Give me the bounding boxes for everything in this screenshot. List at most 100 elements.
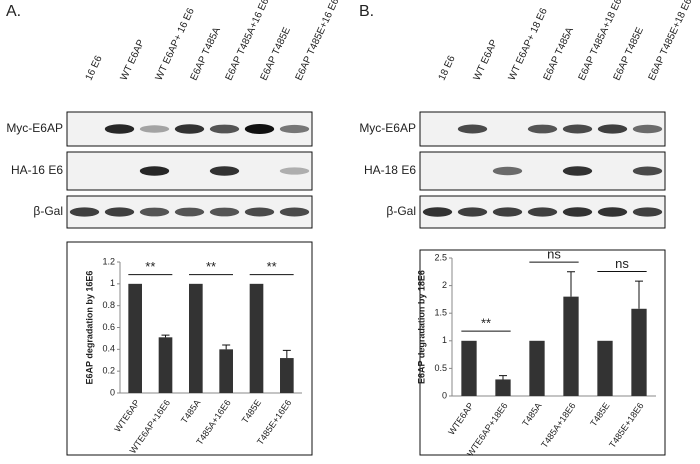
lane-label: E6AP T485A — [542, 25, 576, 82]
y-tick-label: 0.8 — [102, 300, 115, 310]
blot-band — [422, 207, 453, 217]
y-tick-label: 1.2 — [102, 256, 115, 266]
blot-label: Myc-E6AP — [359, 121, 416, 135]
x-tick-label: WTE6AP — [446, 401, 475, 437]
blot-label: β-Gal — [386, 204, 416, 218]
blot-band — [632, 124, 663, 134]
significance-label: ** — [206, 259, 216, 274]
error-bar — [161, 334, 170, 338]
significance-label: ** — [267, 259, 277, 274]
blot-band — [209, 207, 240, 217]
y-tick-label: 0 — [442, 390, 447, 400]
x-tick-label: T485E+18E6 — [607, 401, 645, 450]
lane-label: E6AP T485E+18 E6 — [647, 0, 695, 82]
lane-label: WT E6AP — [472, 38, 501, 83]
blot-band — [457, 207, 488, 217]
blot-label: β-Gal — [33, 204, 63, 218]
y-tick-label: 1.5 — [434, 308, 447, 318]
y-tick-label: 0.2 — [102, 366, 115, 376]
blot-band — [457, 124, 488, 134]
x-tick-label: T485A — [179, 398, 202, 425]
blot-band — [279, 167, 310, 175]
panel-label: A. — [6, 3, 21, 20]
bar — [461, 340, 477, 396]
significance-label: ns — [547, 247, 561, 262]
bar — [631, 308, 647, 396]
blot-label: HA-18 E6 — [364, 163, 416, 177]
blot-label: Myc-E6AP — [6, 121, 63, 135]
blot-band — [209, 124, 240, 134]
blot-box — [66, 151, 313, 191]
bar — [189, 283, 203, 393]
lane-label: E6AP T485E — [259, 25, 293, 82]
lane-label: WT E6AP+ 16 E6 — [154, 6, 197, 82]
blot-band — [139, 166, 170, 176]
significance-label: ** — [145, 259, 155, 274]
blot-band — [597, 207, 628, 217]
error-bar — [499, 375, 507, 380]
x-tick-label: T485A+18E6 — [539, 401, 577, 450]
y-tick-label: 0.5 — [434, 363, 447, 373]
bar — [219, 349, 233, 393]
y-tick-label: 1 — [442, 335, 447, 345]
y-tick-label: 2 — [442, 280, 447, 290]
x-tick-label: T485A — [520, 401, 543, 428]
blot-band — [562, 124, 593, 134]
blot-band — [492, 166, 523, 176]
blot-band — [209, 166, 240, 176]
blot-band — [279, 124, 310, 134]
lane-label: E6AP T485E — [612, 25, 646, 82]
blot-band — [174, 124, 205, 134]
y-tick-label: 1 — [110, 278, 115, 288]
bar — [158, 337, 173, 393]
bar — [495, 379, 511, 396]
bar — [597, 340, 613, 396]
chart-frame — [419, 249, 666, 456]
bar — [128, 283, 142, 393]
blot-band — [279, 207, 310, 217]
lane-label: 16 E6 — [84, 54, 105, 83]
blot-band — [139, 207, 170, 217]
lane-label: E6AP T485E+16 E6 — [294, 0, 342, 82]
blot-band — [562, 166, 593, 176]
error-bar — [282, 349, 291, 359]
blot-band — [69, 207, 100, 217]
x-tick-label: T485E — [588, 401, 611, 428]
y-tick-label: 0 — [110, 387, 115, 397]
blot-band — [527, 207, 558, 217]
blot-band — [562, 207, 593, 217]
y-axis-label: E6AP degradation by 18E6 — [416, 270, 426, 384]
blot-band — [492, 207, 523, 217]
blot-band — [632, 166, 663, 176]
y-tick-label: 0.6 — [102, 322, 115, 332]
lane-label: E6AP T485A — [189, 25, 223, 82]
bar — [280, 358, 294, 393]
bar — [529, 340, 545, 396]
blot-band — [244, 124, 275, 134]
lane-label: WT E6AP — [119, 38, 148, 83]
blot-band — [527, 124, 558, 134]
blot-band — [174, 207, 205, 217]
error-bar — [635, 280, 643, 309]
significance-label: ** — [481, 316, 491, 331]
blot-band — [632, 207, 663, 217]
panel-label: B. — [359, 3, 374, 20]
blot-box — [419, 151, 666, 191]
blot-band — [597, 124, 628, 134]
significance-label: ns — [615, 256, 629, 271]
y-tick-label: 0.4 — [102, 344, 115, 354]
bar — [249, 283, 264, 393]
lane-label: WT E6AP+ 18 E6 — [507, 6, 550, 82]
blot-band — [244, 207, 275, 217]
x-tick-label: T485E — [240, 398, 263, 425]
lane-label: 18 E6 — [437, 54, 458, 83]
blot-label: HA-16 E6 — [11, 163, 63, 177]
error-bar — [222, 344, 231, 350]
y-tick-label: 2.5 — [434, 252, 447, 262]
blot-band — [104, 124, 135, 134]
blot-band — [139, 125, 170, 133]
bar — [563, 296, 579, 396]
error-bar — [567, 271, 575, 297]
chart-frame — [66, 241, 313, 456]
